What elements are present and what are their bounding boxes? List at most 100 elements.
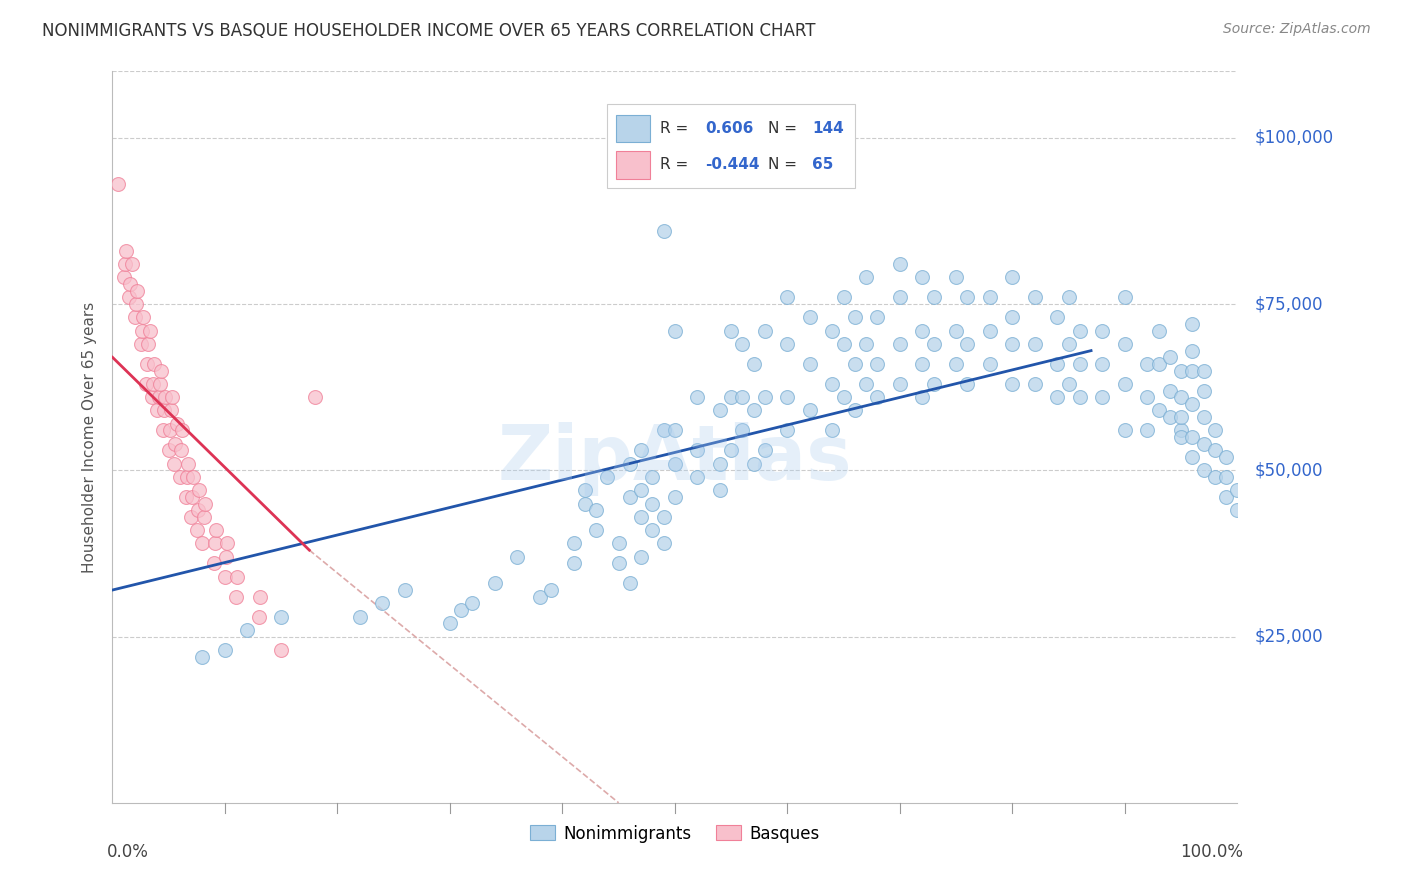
Point — [844, 403, 866, 417]
Point — [169, 470, 191, 484]
Point — [484, 576, 506, 591]
Point — [889, 337, 911, 351]
Point — [159, 424, 181, 438]
Point — [1114, 424, 1136, 438]
Point — [1170, 424, 1192, 438]
Point — [194, 497, 217, 511]
Point — [149, 376, 172, 391]
Point — [1226, 483, 1249, 498]
Point — [709, 483, 731, 498]
Point — [630, 483, 652, 498]
Point — [461, 596, 484, 610]
Point — [945, 357, 967, 371]
Point — [349, 609, 371, 624]
Point — [585, 523, 607, 537]
Point — [236, 623, 259, 637]
Point — [193, 509, 215, 524]
Point — [1170, 363, 1192, 377]
Point — [304, 390, 326, 404]
Text: ZipAtlas: ZipAtlas — [498, 422, 852, 496]
Point — [202, 557, 225, 571]
Text: R =: R = — [661, 158, 689, 172]
Point — [742, 357, 765, 371]
Point — [215, 549, 238, 564]
Point — [664, 490, 686, 504]
Point — [731, 424, 754, 438]
Point — [1057, 337, 1080, 351]
Point — [155, 390, 177, 404]
Point — [1057, 290, 1080, 304]
Point — [664, 324, 686, 338]
Point — [922, 376, 945, 391]
Point — [1181, 317, 1204, 331]
Point — [1170, 410, 1192, 425]
Point — [1159, 410, 1181, 425]
Point — [1001, 376, 1024, 391]
Point — [1069, 324, 1091, 338]
Point — [1159, 384, 1181, 398]
Point — [214, 643, 236, 657]
Text: 0.0%: 0.0% — [107, 843, 149, 861]
Point — [832, 337, 855, 351]
Point — [125, 297, 148, 311]
Point — [866, 310, 889, 325]
Point — [832, 390, 855, 404]
Point — [821, 376, 844, 391]
Point — [1181, 430, 1204, 444]
Point — [1181, 343, 1204, 358]
Legend: Nonimmigrants, Basques: Nonimmigrants, Basques — [523, 818, 827, 849]
Point — [664, 457, 686, 471]
Point — [1069, 357, 1091, 371]
Point — [641, 497, 664, 511]
Text: $25,000: $25,000 — [1254, 628, 1323, 646]
Point — [132, 310, 155, 325]
Point — [1181, 450, 1204, 464]
Point — [855, 376, 877, 391]
Point — [607, 536, 630, 550]
Point — [1147, 357, 1170, 371]
Point — [720, 390, 742, 404]
Point — [176, 470, 198, 484]
Point — [112, 270, 135, 285]
Point — [186, 523, 208, 537]
Point — [187, 503, 209, 517]
Point — [214, 570, 236, 584]
Point — [889, 257, 911, 271]
Point — [226, 570, 249, 584]
Point — [138, 337, 160, 351]
Point — [754, 443, 776, 458]
Point — [799, 310, 821, 325]
Text: 100.0%: 100.0% — [1180, 843, 1243, 861]
Point — [1192, 384, 1215, 398]
Point — [1114, 376, 1136, 391]
Point — [1069, 390, 1091, 404]
Y-axis label: Householder Income Over 65 years: Householder Income Over 65 years — [82, 301, 97, 573]
Point — [619, 576, 641, 591]
Point — [1114, 290, 1136, 304]
Point — [641, 470, 664, 484]
Point — [149, 363, 172, 377]
Point — [1192, 410, 1215, 425]
Point — [1192, 436, 1215, 450]
Point — [754, 390, 776, 404]
FancyBboxPatch shape — [616, 114, 650, 143]
Point — [247, 609, 270, 624]
Point — [450, 603, 472, 617]
Text: 144: 144 — [813, 121, 844, 136]
Point — [731, 337, 754, 351]
Text: $75,000: $75,000 — [1254, 295, 1323, 313]
Text: NONIMMIGRANTS VS BASQUE HOUSEHOLDER INCOME OVER 65 YEARS CORRELATION CHART: NONIMMIGRANTS VS BASQUE HOUSEHOLDER INCO… — [42, 22, 815, 40]
Point — [1170, 390, 1192, 404]
Point — [1192, 363, 1215, 377]
Point — [1204, 443, 1226, 458]
Point — [855, 337, 877, 351]
Point — [709, 403, 731, 417]
Point — [205, 523, 228, 537]
Point — [652, 224, 675, 238]
Point — [141, 390, 163, 404]
Point — [776, 390, 799, 404]
Point — [1091, 390, 1114, 404]
Point — [1001, 337, 1024, 351]
Point — [652, 509, 675, 524]
Point — [574, 483, 596, 498]
